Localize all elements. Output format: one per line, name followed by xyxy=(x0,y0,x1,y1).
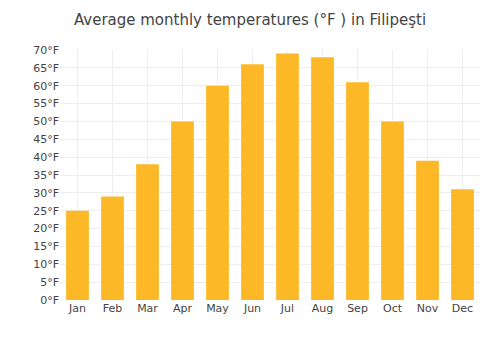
svg-text:20°F: 20°F xyxy=(33,222,59,235)
svg-text:35°F: 35°F xyxy=(33,169,59,182)
svg-text:40°F: 40°F xyxy=(33,151,59,164)
svg-text:Oct: Oct xyxy=(383,302,403,315)
svg-text:Jan: Jan xyxy=(68,302,86,315)
svg-text:45°F: 45°F xyxy=(33,133,59,146)
svg-text:Dec: Dec xyxy=(452,302,473,315)
svg-text:10°F: 10°F xyxy=(33,258,59,271)
svg-text:50°F: 50°F xyxy=(33,115,59,128)
svg-text:Average monthly temperatures (: Average monthly temperatures (°F ) in Fi… xyxy=(74,11,426,29)
svg-text:Sep: Sep xyxy=(347,302,368,315)
svg-text:15°F: 15°F xyxy=(33,240,59,253)
svg-text:Jun: Jun xyxy=(243,302,261,315)
svg-text:25°F: 25°F xyxy=(33,205,59,218)
svg-text:Nov: Nov xyxy=(417,302,439,315)
svg-text:5°F: 5°F xyxy=(40,276,59,289)
svg-text:Apr: Apr xyxy=(173,302,193,315)
svg-text:65°F: 65°F xyxy=(33,62,59,75)
svg-text:0°F: 0°F xyxy=(40,294,59,307)
svg-text:May: May xyxy=(206,302,229,315)
svg-text:Mar: Mar xyxy=(137,302,158,315)
svg-text:Aug: Aug xyxy=(312,302,333,315)
svg-text:70°F: 70°F xyxy=(33,44,59,57)
svg-text:30°F: 30°F xyxy=(33,187,59,200)
svg-text:Jul: Jul xyxy=(280,302,294,315)
svg-text:55°F: 55°F xyxy=(33,97,59,110)
svg-text:Feb: Feb xyxy=(103,302,122,315)
svg-text:60°F: 60°F xyxy=(33,80,59,93)
